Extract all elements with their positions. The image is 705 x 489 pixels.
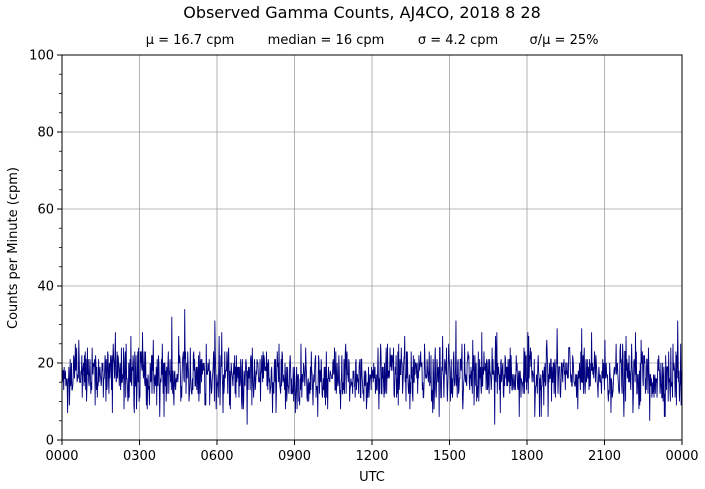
y-tick-label: 60 bbox=[37, 203, 54, 218]
x-tick-label: 0900 bbox=[278, 449, 311, 464]
x-tick-label: 0600 bbox=[200, 449, 233, 464]
chart-subtitle: μ = 16.7 cpm median = 16 cpm σ = 4.2 cpm… bbox=[146, 33, 599, 48]
x-axis-label: UTC bbox=[359, 470, 385, 485]
subtitle-mean: μ = 16.7 cpm bbox=[146, 33, 235, 48]
axis-ticks: 0000 0300 0600 0900 1200 1500 1800 2100 00000204… bbox=[29, 49, 698, 465]
chart-title: Observed Gamma Counts, AJ4CO, 2018 8 28 bbox=[183, 3, 541, 22]
y-tick-label: 20 bbox=[37, 357, 54, 372]
grid-lines bbox=[62, 55, 682, 440]
series-layer bbox=[61, 309, 683, 425]
gamma-counts-line bbox=[61, 309, 683, 425]
subtitle-median: median = 16 cpm bbox=[268, 33, 385, 48]
y-tick-label: 100 bbox=[29, 49, 54, 64]
x-tick-label: 0000 bbox=[45, 449, 78, 464]
x-tick-label: 1800 bbox=[510, 449, 543, 464]
x-tick-label: 0000 bbox=[665, 449, 698, 464]
x-tick-label: 2100 bbox=[588, 449, 621, 464]
y-tick-label: 0 bbox=[46, 434, 54, 449]
y-tick-label: 80 bbox=[37, 126, 54, 141]
x-tick-label: 1200 bbox=[355, 449, 388, 464]
subtitle-ratio: σ/μ = 25% bbox=[530, 33, 599, 48]
x-tick-label: 0300 bbox=[123, 449, 156, 464]
y-axis-label: Counts per Minute (cpm) bbox=[6, 167, 21, 329]
subtitle-sigma: σ = 4.2 cpm bbox=[418, 33, 498, 48]
x-tick-label: 1500 bbox=[433, 449, 466, 464]
y-tick-label: 40 bbox=[37, 280, 54, 295]
